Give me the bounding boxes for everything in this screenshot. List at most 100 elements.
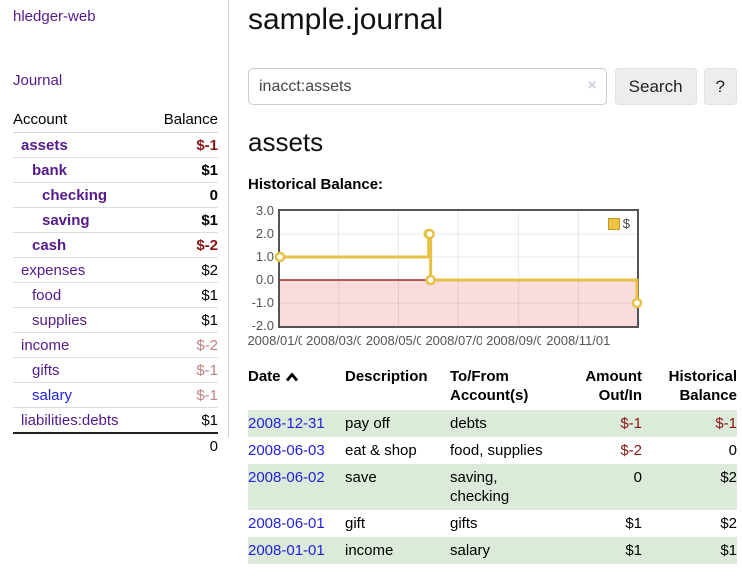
- account-balance: $-1: [148, 357, 218, 383]
- account-row: bank $1: [13, 157, 218, 183]
- accounts-total: 0: [13, 432, 218, 458]
- txn-date-link[interactable]: 2008-06-01: [248, 515, 325, 532]
- txn-amount: $-1: [620, 415, 642, 432]
- col-tofrom: To/From Account(s): [450, 368, 529, 404]
- x-axis-tick-label: 2008/05/01: [361, 333, 436, 348]
- account-balance: $-2: [148, 232, 218, 258]
- account-link-bank[interactable]: bank: [32, 162, 68, 179]
- accounts-header-row: Account Balance: [13, 108, 218, 133]
- account-row: supplies $1: [13, 307, 218, 333]
- brand-link[interactable]: hledger-web: [13, 8, 96, 25]
- x-axis-tick-label: 2008/09/01: [481, 333, 556, 348]
- txn-description: pay off: [345, 415, 390, 432]
- y-axis-tick-label: 3.0: [255, 203, 274, 218]
- account-link-expenses[interactable]: expenses: [21, 262, 86, 279]
- account-row: cash $-2: [13, 232, 218, 258]
- search-bar: × Search ?: [248, 68, 737, 105]
- y-axis-tick-label: -1.0: [251, 295, 274, 310]
- account-balance: $-1: [148, 382, 218, 408]
- txn-amount: $1: [625, 542, 642, 559]
- historical-balance-chart: $ 3.0 2.0 1.0 0.0 -1.0 -2.0 2008/01/01 2008/03/…: [243, 203, 668, 348]
- help-button[interactable]: ?: [703, 68, 737, 105]
- account-row: salary $-1: [13, 382, 218, 408]
- legend-swatch-icon: [607, 217, 620, 230]
- account-row: gifts $-1: [13, 357, 218, 383]
- account-link-assets[interactable]: assets: [21, 137, 68, 154]
- account-balance: $2: [148, 257, 218, 283]
- account-balance: $1: [148, 157, 218, 183]
- account-row: checking 0: [13, 182, 218, 208]
- col-balance: Historical Balance: [668, 368, 737, 404]
- account-balance: 0: [148, 182, 218, 208]
- transactions-table: Date Description To/From Account(s) Amou…: [248, 365, 737, 564]
- txn-balance: $2: [720, 515, 737, 532]
- account-link-salary[interactable]: salary: [32, 387, 73, 404]
- txn-accounts: saving, checking: [450, 469, 510, 505]
- txn-balance: $1: [720, 542, 737, 559]
- search-button[interactable]: Search: [614, 68, 697, 105]
- sort-by-date[interactable]: Date: [248, 368, 299, 385]
- transactions-header-row: Date Description To/From Account(s) Amou…: [248, 365, 737, 410]
- account-row: saving $1: [13, 207, 218, 233]
- main-content: sample.journal × Search ? assets Histori…: [243, 0, 737, 564]
- col-amount: Amount Out/In: [585, 368, 642, 404]
- txn-date-link[interactable]: 2008-06-03: [248, 442, 325, 459]
- account-balance: $1: [148, 407, 218, 434]
- accounts-table: Account Balance assets $-1 bank $1 check…: [13, 108, 218, 458]
- txn-description: save: [345, 469, 377, 486]
- account-row: food $1: [13, 282, 218, 308]
- account-link-food[interactable]: food: [32, 287, 62, 304]
- txn-balance: $-1: [715, 415, 737, 432]
- txn-date-link[interactable]: 2008-12-31: [248, 415, 325, 432]
- txn-amount: 0: [633, 469, 642, 486]
- account-row: assets $-1: [13, 132, 218, 158]
- legend-label: $: [622, 216, 630, 231]
- x-axis-tick-label: 2008/01/01: [243, 333, 317, 348]
- account-link-income[interactable]: income: [21, 337, 70, 354]
- clear-search-icon[interactable]: ×: [587, 77, 597, 94]
- search-input[interactable]: [248, 68, 607, 105]
- account-link-saving[interactable]: saving: [42, 212, 90, 229]
- account-balance: $1: [148, 307, 218, 333]
- txn-balance: $2: [720, 469, 737, 486]
- txn-balance: 0: [728, 442, 737, 459]
- txn-amount: $1: [625, 515, 642, 532]
- txn-description: gift: [345, 515, 366, 532]
- chart-canvas: [274, 211, 643, 326]
- txn-accounts: food, supplies: [450, 442, 543, 459]
- chart-plot-area: $: [274, 209, 643, 328]
- txn-amount: $-2: [620, 442, 642, 459]
- account-link-supplies[interactable]: supplies: [32, 312, 88, 329]
- account-row: liabilities:debts $1: [13, 407, 218, 434]
- y-axis-tick-label: 1.0: [255, 249, 274, 264]
- txn-description: income: [345, 542, 394, 559]
- transaction-row: 2008-06-01 gift gifts $1 $2: [248, 510, 737, 537]
- account-link-cash[interactable]: cash: [32, 237, 67, 254]
- txn-date-link[interactable]: 2008-06-02: [248, 469, 325, 486]
- sidebar: hledger-web Journal Account Balance asse…: [0, 0, 229, 458]
- sort-ascending-icon: [285, 371, 298, 381]
- accounts-col-balance: Balance: [148, 108, 218, 133]
- chart-title: Historical Balance:: [248, 176, 384, 193]
- chart-legend: $: [605, 215, 632, 232]
- txn-description: eat & shop: [345, 442, 417, 459]
- account-row: expenses $2: [13, 257, 218, 283]
- y-axis-tick-label: 0.0: [255, 272, 274, 287]
- account-link-liabilities-debts[interactable]: liabilities:debts: [21, 412, 119, 429]
- y-axis-tick-label: -2.0: [251, 318, 274, 333]
- accounts-total-row: 0: [13, 432, 218, 458]
- account-link-checking[interactable]: checking: [42, 187, 108, 204]
- x-axis-tick-label: 2008/11/01: [541, 333, 616, 348]
- account-link-gifts[interactable]: gifts: [32, 362, 60, 379]
- txn-accounts: salary: [450, 542, 491, 559]
- account-balance: $-1: [148, 132, 218, 158]
- txn-date-link[interactable]: 2008-01-01: [248, 542, 325, 559]
- sidebar-item-journal[interactable]: Journal: [13, 72, 63, 89]
- account-balance: $1: [148, 207, 218, 233]
- y-axis-tick-label: 2.0: [255, 226, 274, 241]
- account-balance: $-2: [148, 332, 218, 358]
- transaction-row: 2008-06-02 save saving, checking 0 $2: [248, 464, 737, 510]
- accounts-col-account: Account: [13, 108, 149, 133]
- x-axis-tick-label: 2008/03/01: [301, 333, 376, 348]
- txn-accounts: debts: [450, 415, 487, 432]
